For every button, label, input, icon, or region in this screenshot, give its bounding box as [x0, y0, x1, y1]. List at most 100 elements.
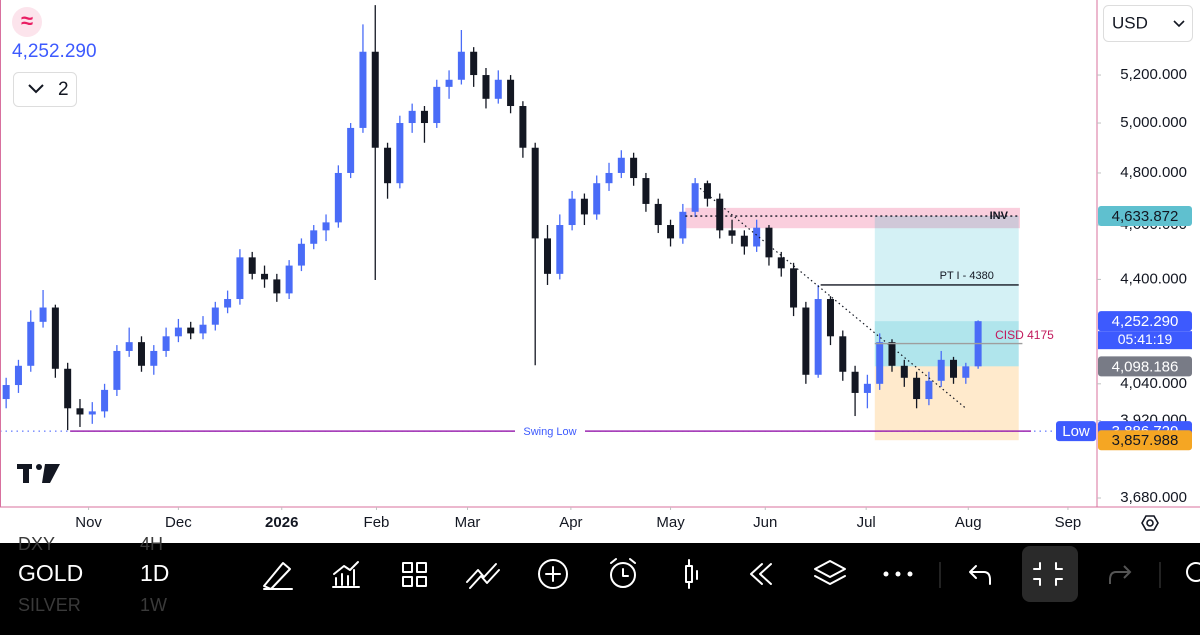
x-tick-label: Sep	[1055, 514, 1082, 531]
candle-body	[187, 327, 195, 334]
candle-body	[482, 75, 490, 99]
collapse	[1033, 562, 1063, 586]
chevron	[1173, 20, 1185, 28]
x-tick-label: May	[656, 514, 685, 531]
more[interactable]	[883, 571, 889, 577]
compare[interactable]	[466, 563, 500, 589]
line-label: INV	[990, 210, 1009, 222]
currency-dropdown[interactable]	[1103, 5, 1193, 42]
layers[interactable]	[814, 560, 846, 585]
symbol-icon: ≈	[21, 8, 33, 33]
undo[interactable]	[969, 565, 991, 585]
candle-body	[359, 51, 367, 128]
candle-body	[888, 342, 896, 366]
symbol-icon-bg[interactable]	[12, 7, 42, 37]
pane-count: 2	[58, 79, 69, 100]
next-interval[interactable]: 1W	[140, 595, 167, 615]
candle-body	[420, 110, 428, 124]
x-tick-label: Aug	[955, 514, 982, 531]
candle-body	[445, 79, 453, 87]
x-tick-label: Jul	[857, 514, 876, 531]
y-tick-label: 4,800.000	[1120, 164, 1187, 181]
x-tick-label: Jun	[753, 514, 777, 531]
candle-body	[703, 183, 711, 199]
prev-symbol[interactable]: DXY	[18, 534, 55, 554]
candle-body	[347, 127, 355, 173]
candle-body	[2, 385, 10, 400]
symbol[interactable]: GOLD	[18, 560, 83, 586]
zone	[874, 366, 1019, 441]
y-tick-label: 3,680.000	[1120, 489, 1187, 506]
candle-body	[64, 368, 72, 409]
candle-body	[642, 178, 650, 204]
trendline	[699, 187, 967, 409]
candle-body	[507, 79, 515, 107]
price-badge	[1098, 311, 1192, 332]
candle-body	[76, 408, 84, 415]
tag-badge	[1056, 421, 1096, 442]
candle-body	[630, 157, 638, 179]
header-price: 4,252.290	[12, 41, 97, 62]
line-label: Swing Low	[523, 426, 576, 438]
alert[interactable]	[610, 562, 636, 588]
redo[interactable]	[1109, 565, 1132, 584]
y-tick-label: 4,400.000	[1120, 270, 1187, 287]
candle-body	[51, 307, 59, 369]
candle-body	[962, 366, 970, 378]
indicators[interactable]	[332, 561, 360, 588]
chart-type[interactable]	[685, 559, 698, 589]
chart-bg	[0, 0, 1200, 543]
candle-body	[617, 157, 625, 173]
candle-body	[334, 172, 342, 223]
x-tick-label: Dec	[165, 514, 192, 531]
price-badge-label: 4,633.872	[1112, 208, 1179, 225]
ideas[interactable]	[1186, 562, 1200, 582]
countdown-badge	[1098, 331, 1192, 350]
candle-body	[863, 383, 871, 393]
candle-body	[605, 172, 613, 184]
interval[interactable]: 1D	[140, 560, 169, 586]
pane-button[interactable]	[13, 72, 77, 107]
alert-hands	[610, 558, 636, 577]
candle-body	[556, 225, 564, 274]
candle-body	[470, 51, 478, 76]
candle-body	[248, 257, 256, 274]
add[interactable]	[538, 559, 568, 589]
plot: INV PT I - 4380 CISD 4175 Swing Low	[0, 5, 1055, 441]
candle-body	[137, 342, 145, 366]
candle-body	[14, 365, 22, 386]
candle-body	[802, 307, 810, 375]
price-badge-label: 4,252.290	[1112, 313, 1179, 330]
x-tick-label: 2026	[265, 514, 298, 531]
candle-body	[199, 324, 207, 334]
draw-tool[interactable]	[263, 562, 293, 590]
candle-body	[297, 243, 305, 266]
axis-settings[interactable]	[1141, 515, 1159, 531]
collapse-button[interactable]	[1022, 546, 1078, 602]
candle-body	[876, 342, 884, 384]
chevron	[28, 84, 44, 94]
candle-body	[531, 147, 539, 239]
y-tick-label: 5,000.000	[1120, 114, 1187, 131]
x-tick-label: Mar	[455, 514, 481, 531]
candle-body	[273, 279, 281, 294]
layouts[interactable]	[402, 562, 427, 587]
candle-body	[39, 307, 47, 322]
axis-settings-dot	[1146, 519, 1154, 527]
next-symbol[interactable]: SILVER	[18, 595, 81, 615]
candle-body	[937, 359, 945, 381]
candle-body	[224, 299, 232, 308]
candle-body	[261, 273, 269, 280]
candle-body	[814, 299, 822, 375]
price-badge-label: 3,857.988	[1112, 432, 1179, 449]
x-tick-label: Nov	[75, 514, 102, 531]
replay[interactable]	[750, 563, 772, 585]
candle-body	[371, 51, 379, 148]
candle-body	[851, 371, 859, 393]
candle-body	[777, 257, 785, 269]
prev-interval[interactable]: 4H	[140, 534, 163, 554]
candle-body	[162, 336, 170, 351]
y-tick-label: 4,040.000	[1120, 375, 1187, 392]
